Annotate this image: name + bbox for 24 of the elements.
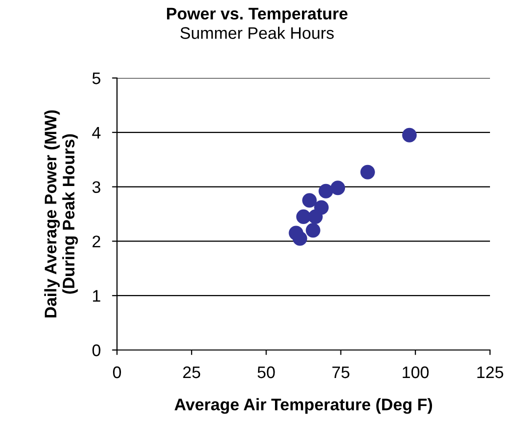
point <box>292 231 308 246</box>
x-tick-label: 100 <box>402 366 429 378</box>
x-axis-title: Average Air Temperature (Deg F) <box>174 398 432 414</box>
x-tick-label: 25 <box>183 366 200 378</box>
y-tick-label: 2 <box>92 236 100 248</box>
point <box>318 184 334 198</box>
y-axis-title: Daily Average Power (MW) (During Peak Hours) <box>44 110 78 318</box>
y-tick-label: 0 <box>92 344 100 356</box>
chart-title: Power vs. Temperature <box>167 8 348 23</box>
x-tick-label: 125 <box>477 366 504 378</box>
point <box>306 223 320 238</box>
point <box>302 193 317 208</box>
x-tick-label: 75 <box>332 366 350 378</box>
point <box>360 164 375 180</box>
point <box>402 128 417 142</box>
y-tick-label: 4 <box>92 126 101 138</box>
y-tick-label: 3 <box>92 181 100 194</box>
x-tick-label: 0 <box>113 366 121 378</box>
y-tick-label: 5 <box>92 72 100 84</box>
point <box>308 209 323 224</box>
y-tick-label: 1 <box>93 290 100 302</box>
point <box>330 180 346 196</box>
x-tick-label: 50 <box>258 366 275 378</box>
chart-subtitle: Summer Peak Hours <box>180 26 334 39</box>
